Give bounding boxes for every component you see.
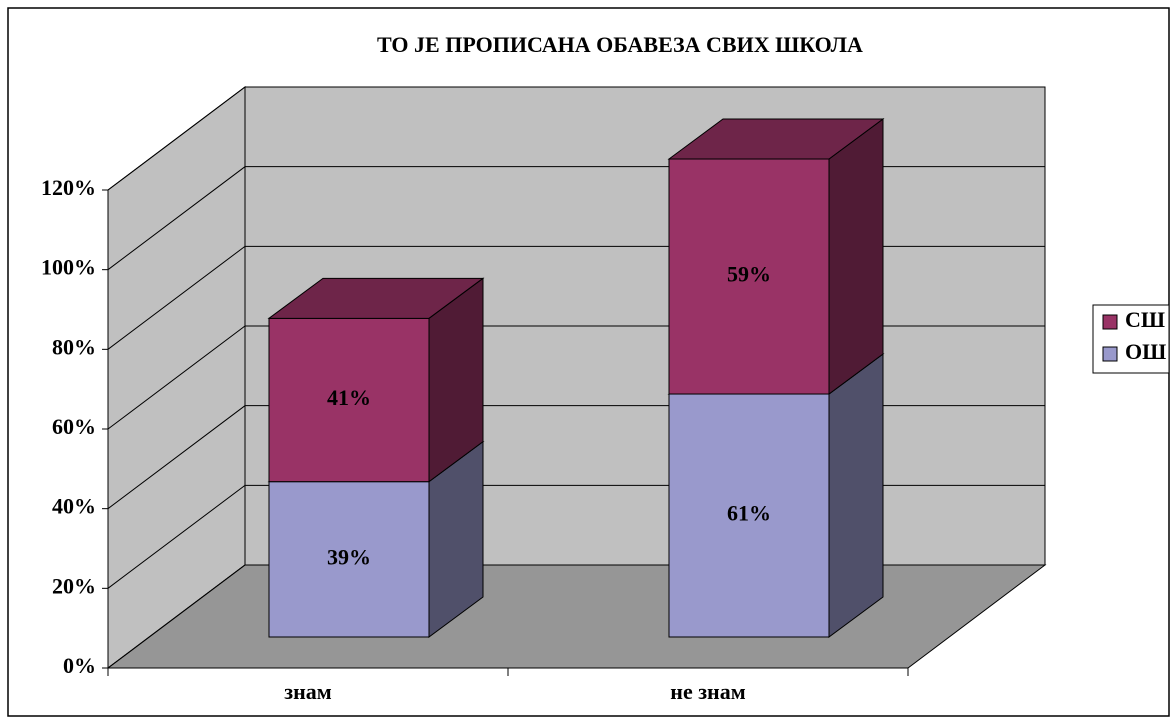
bar-front	[668, 393, 830, 638]
bar-side	[828, 118, 884, 396]
data-label: 41%	[327, 385, 371, 410]
y-tick-label: 80%	[52, 334, 96, 359]
data-label: 61%	[727, 501, 771, 526]
data-label: 59%	[727, 262, 771, 287]
legend-swatch	[1102, 314, 1118, 330]
bar-top	[667, 118, 885, 160]
bar-front	[268, 481, 430, 638]
y-tick-label: 20%	[52, 573, 96, 598]
legend-swatch	[1102, 346, 1118, 362]
y-tick-label: 60%	[52, 414, 96, 439]
legend-label: СШ	[1125, 307, 1165, 332]
grid-line	[107, 86, 1045, 191]
bar-front	[268, 317, 430, 483]
floor	[106, 564, 1047, 669]
x-tick-label: не знам	[670, 679, 745, 704]
x-tick-label: знам	[284, 679, 332, 704]
bar-top	[267, 277, 485, 319]
y-tick-label: 40%	[52, 494, 96, 519]
chart-title: ТО ЈЕ ПРОПИСАНА ОБАВЕЗА СВИХ ШКОЛА	[377, 32, 863, 57]
legend-label: ОШ	[1125, 339, 1166, 364]
y-tick-label: 120%	[41, 175, 96, 200]
bar-side	[828, 353, 884, 638]
y-tick-label: 100%	[41, 255, 96, 280]
y-tick-label: 0%	[63, 653, 96, 678]
data-label: 39%	[327, 544, 371, 569]
